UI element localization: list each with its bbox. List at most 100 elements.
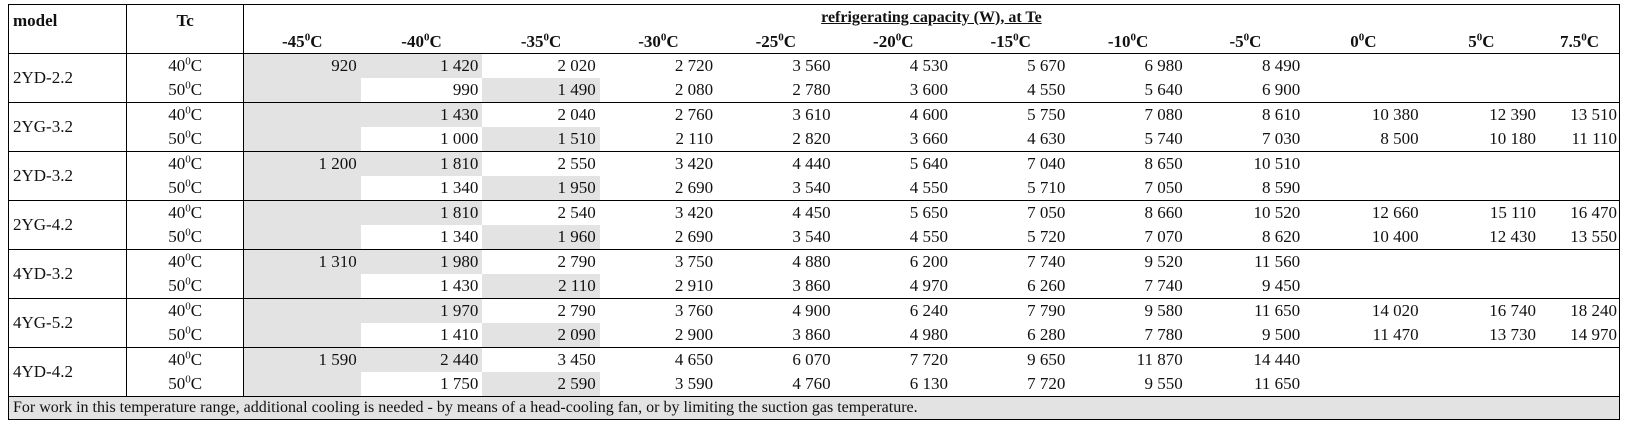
capacity-cell: 7 720 — [951, 372, 1070, 397]
table-row: 2YD-2.2 400C 920 1 420 2 020 2 720 3 560 4 530 5… — [7, 53, 1621, 103]
tc-value: 500C — [126, 323, 244, 348]
capacity-cell: 3 540 — [717, 176, 835, 201]
tc-value: 500C — [126, 176, 244, 201]
table-row: 500C 1 430 2 110 2 910 3 860 4 970 6 260 7 740 9… — [9, 274, 1621, 299]
table-row: 4YD-3.2 400C 1 310 1 980 2 790 3 750 4 880 6 20… — [7, 249, 1621, 299]
capacity-cell: 3 860 — [717, 323, 835, 348]
capacity-cell — [1304, 274, 1423, 299]
capacity-cell: 10 520 — [1253, 203, 1301, 222]
capacity-cell: 1 340 — [360, 176, 483, 201]
te-column-header: -200C — [834, 25, 952, 54]
capacity-cell: 8 660 — [1144, 203, 1183, 222]
capacity-cell: 1 310 — [243, 249, 361, 274]
table-row: 500C 990 1 490 2 080 2 780 3 600 4 550 5 640 6 9… — [9, 78, 1621, 103]
capacity-cell: 2 760 — [674, 105, 714, 124]
header-capacity: refrigerating capacity (W), at Te — [243, 3, 1621, 26]
capacity-cell: 14 020 — [1371, 301, 1419, 320]
table-row: 2YG-4.2 400C 1 810 2 540 3 420 4 450 5 650 7 05… — [7, 200, 1621, 250]
capacity-cell — [1540, 53, 1621, 78]
capacity-cell: 10 380 — [1371, 105, 1419, 124]
table-row: 2YG-3.2 400C 1 430 2 040 2 760 3 610 4 600 5 75… — [7, 102, 1621, 152]
capacity-cell: 920 — [243, 53, 361, 78]
capacity-cell — [243, 127, 361, 152]
capacity-cell: 4 550 — [834, 176, 952, 201]
capacity-cell: 7 040 — [1027, 154, 1066, 173]
capacity-cell: 7 780 — [1069, 323, 1187, 348]
te-column-header: 00C — [1304, 25, 1423, 54]
capacity-cell: 6 200 — [909, 252, 948, 271]
table-row: 4YD-4.2 400C 1 590 2 440 3 450 4 650 6 070 7 72… — [7, 347, 1621, 397]
capacity-cell: 2 110 — [482, 274, 600, 299]
te-column-header: -450C — [243, 25, 361, 54]
te-column-header: 7.50C — [1540, 25, 1621, 54]
capacity-cell: 3 540 — [717, 225, 835, 250]
capacity-cell: 990 — [360, 78, 483, 103]
capacity-cell — [1423, 54, 1540, 79]
capacity-cell — [1304, 250, 1422, 275]
capacity-cell: 4 550 — [951, 78, 1070, 103]
capacity-cell: 2 440 — [360, 347, 483, 372]
capacity-cell: 9 520 — [1144, 252, 1183, 271]
capacity-cell: 2 040 — [557, 105, 596, 124]
capacity-cell: 9 500 — [1186, 323, 1305, 348]
capacity-cell: 1 420 — [360, 53, 483, 78]
capacity-cell: 8 610 — [1261, 105, 1301, 124]
capacity-cell — [1304, 348, 1422, 373]
tc-value: 500C — [126, 78, 244, 103]
capacity-cell: 1 430 — [360, 274, 483, 299]
capacity-cell: 2 550 — [557, 154, 596, 173]
capacity-cell: 9 550 — [1069, 372, 1187, 397]
capacity-cell — [1304, 176, 1423, 201]
model-name: 2YD-2.2 — [7, 53, 128, 103]
capacity-cell: 1 750 — [360, 372, 483, 397]
capacity-cell: 5 640 — [1069, 78, 1187, 103]
capacity-cell — [1422, 78, 1541, 103]
capacity-cell: 2 910 — [599, 274, 718, 299]
te-column-header: -300C — [599, 25, 718, 54]
capacity-cell: 6 900 — [1186, 78, 1305, 103]
table-row: 2YD-3.2 400C 1 200 1 810 2 550 3 420 4 440 5 64… — [7, 151, 1621, 201]
capacity-cell — [1540, 78, 1621, 103]
capacity-cell — [1422, 372, 1541, 397]
capacity-cell: 4 650 — [674, 350, 714, 369]
capacity-cell: 2 780 — [717, 78, 835, 103]
capacity-cell — [1422, 274, 1541, 299]
capacity-cell — [243, 274, 361, 299]
model-name: 2YD-3.2 — [7, 151, 128, 201]
table-row: 4YG-5.2 400C 1 970 2 790 3 760 4 900 6 240 7 79… — [7, 298, 1621, 348]
capacity-cell: 1 000 — [360, 127, 483, 152]
capacity-cell: 2 690 — [599, 225, 718, 250]
table-row: 500C 1 340 1 950 2 690 3 540 4 550 5 710 7 050 8… — [9, 176, 1621, 201]
capacity-cell: 7 050 — [1069, 176, 1187, 201]
te-column-header: -100C — [1069, 25, 1187, 54]
capacity-cell — [1304, 78, 1423, 103]
table-row: 500C 1 410 2 090 2 900 3 860 4 980 6 280 7 780 9… — [9, 323, 1621, 348]
capacity-cell — [243, 176, 361, 201]
capacity-cell — [243, 102, 361, 127]
model-name: 4YD-4.2 — [7, 347, 128, 397]
capacity-cell: 10 180 — [1422, 127, 1541, 152]
capacity-cell: 7 050 — [1027, 203, 1066, 222]
capacity-cell: 14 970 — [1540, 323, 1621, 348]
capacity-cell: 4 440 — [792, 154, 831, 173]
tc-value: 400C — [126, 102, 244, 127]
capacity-cell: 5 720 — [951, 225, 1070, 250]
capacity-cell: 3 760 — [674, 301, 714, 320]
capacity-cell: 7 740 — [1027, 252, 1066, 271]
capacity-cell: 5 650 — [909, 203, 948, 222]
capacity-cell: 1 340 — [360, 225, 483, 250]
model-name: 4YD-3.2 — [7, 249, 128, 299]
capacity-cell: 4 450 — [792, 203, 831, 222]
capacity-cell: 8 490 — [1261, 56, 1301, 75]
capacity-cell: 3 420 — [674, 154, 714, 173]
capacity-cell: 12 430 — [1422, 225, 1541, 250]
capacity-cell: 3 450 — [557, 350, 596, 369]
capacity-cell: 1 490 — [482, 78, 600, 103]
capacity-cell: 1 510 — [482, 127, 600, 152]
capacity-cell: 5 740 — [1069, 127, 1187, 152]
capacity-cell: 1 980 — [360, 249, 483, 274]
capacity-cell: 2 900 — [599, 323, 718, 348]
tc-value: 500C — [126, 127, 244, 152]
tc-value: 400C — [126, 151, 244, 176]
capacity-cell — [243, 323, 361, 348]
